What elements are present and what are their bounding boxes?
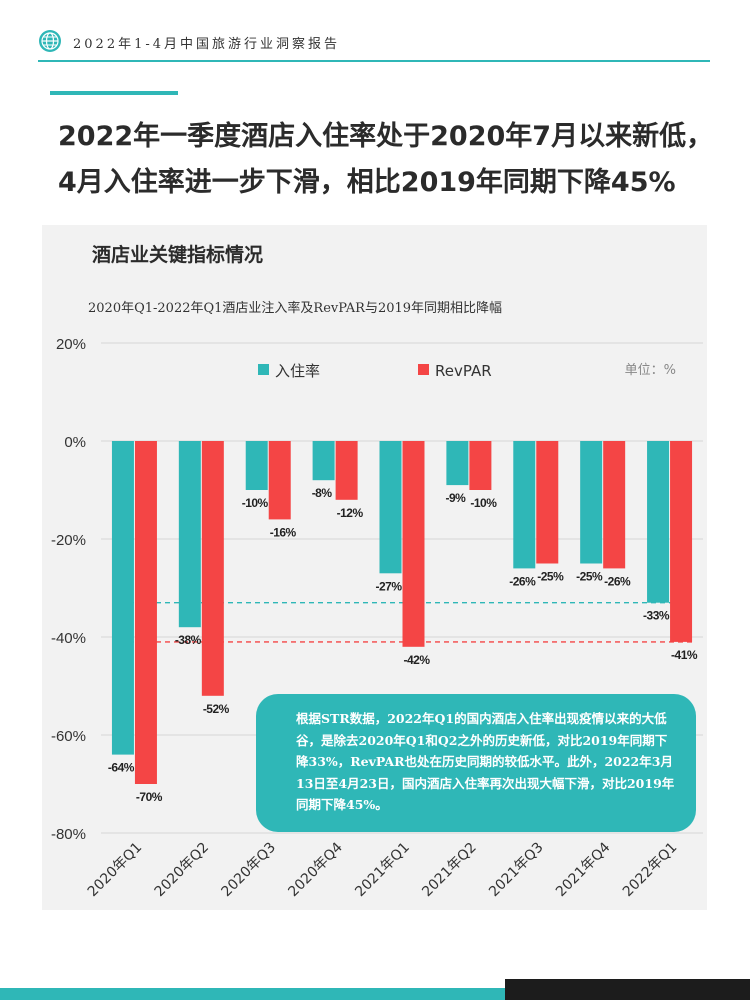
title-accent-bar	[50, 91, 178, 95]
revpar-data-label: -70%	[136, 790, 163, 804]
occupancy-bar	[178, 441, 201, 628]
revpar-data-label: -41%	[671, 648, 698, 662]
unit-label: 单位：%	[625, 363, 676, 378]
title-line-1: 2022年一季度酒店入住率处于2020年7月以来新低，	[58, 121, 714, 152]
occupancy-bar	[379, 441, 402, 574]
occupancy-data-label: -33%	[643, 609, 670, 623]
x-category-label: 2020年Q1	[85, 840, 146, 901]
x-category-label: 2020年Q2	[152, 840, 213, 901]
legend-swatch-revpar	[418, 364, 429, 375]
revpar-bar	[402, 441, 425, 647]
legend-swatch-occupancy	[258, 364, 269, 375]
revpar-bar	[603, 441, 626, 569]
title-line-2: 4月入住率进一步下滑，相比2019年同期下降45%	[58, 167, 676, 198]
x-category-label: 2022年Q1	[620, 840, 681, 901]
chart-subtitle: 2020年Q1-2022年Q1酒店业注入率及RevPAR与2019年同期相比降幅	[88, 301, 503, 316]
occupancy-bar	[245, 441, 268, 490]
occupancy-bar	[111, 441, 134, 755]
revpar-bar	[335, 441, 358, 500]
y-tick-label: 0%	[64, 434, 86, 451]
y-tick-label: -60%	[51, 728, 86, 745]
occupancy-bar	[513, 441, 536, 569]
panel-title: 酒店业关键指标情况	[92, 244, 264, 266]
x-category-label: 2021年Q2	[419, 840, 480, 901]
x-category-label: 2021年Q4	[553, 839, 614, 900]
revpar-data-label: -10%	[470, 496, 497, 510]
revpar-data-label: -42%	[403, 653, 430, 667]
callout-box	[256, 694, 696, 832]
revpar-bar	[536, 441, 559, 564]
y-tick-label: 20%	[56, 336, 86, 353]
revpar-data-label: -16%	[270, 525, 297, 539]
x-category-label: 2021年Q3	[486, 840, 547, 901]
occupancy-bar	[580, 441, 603, 564]
y-tick-label: -40%	[51, 630, 86, 647]
page-title: 2022年一季度酒店入住率处于2020年7月以来新低， 4月入住率进一步下滑，相…	[58, 114, 738, 206]
revpar-data-label: -26%	[604, 574, 631, 588]
occupancy-data-label: -64%	[108, 761, 135, 775]
revpar-bar	[134, 441, 157, 784]
occupancy-bar	[312, 441, 335, 481]
occupancy-data-label: -8%	[312, 486, 333, 500]
callout-text: 根据STR数据，2022年Q1的国内酒店入住率出现疫情以来的大低谷，是除去202…	[296, 711, 675, 812]
footer-dark-block	[505, 979, 750, 1000]
occupancy-data-label: -10%	[242, 496, 269, 510]
revpar-bar	[268, 441, 291, 520]
globe-logo-icon	[39, 30, 61, 52]
x-category-label: 2020年Q3	[219, 840, 280, 901]
x-category-label: 2020年Q4	[285, 839, 346, 900]
legend-label-occupancy: 入住率	[275, 362, 320, 380]
report-header: 2022年1-4月中国旅游行业洞察报告	[73, 37, 341, 52]
revpar-bar	[201, 441, 224, 696]
revpar-bar	[469, 441, 492, 490]
occupancy-bar	[446, 441, 469, 486]
legend-label-revpar: RevPAR	[435, 362, 492, 380]
x-category-label: 2021年Q1	[352, 840, 413, 901]
revpar-bar	[670, 441, 693, 642]
header-divider	[38, 60, 710, 62]
occupancy-bar	[647, 441, 670, 603]
occupancy-data-label: -25%	[576, 570, 603, 584]
occupancy-data-label: -26%	[509, 574, 536, 588]
occupancy-data-label: -38%	[175, 633, 202, 647]
y-tick-label: -80%	[51, 826, 86, 843]
occupancy-data-label: -27%	[375, 579, 402, 593]
occupancy-data-label: -9%	[445, 491, 466, 505]
y-tick-label: -20%	[51, 532, 86, 549]
revpar-data-label: -12%	[337, 506, 364, 520]
revpar-data-label: -52%	[203, 702, 230, 716]
revpar-data-label: -25%	[537, 570, 564, 584]
